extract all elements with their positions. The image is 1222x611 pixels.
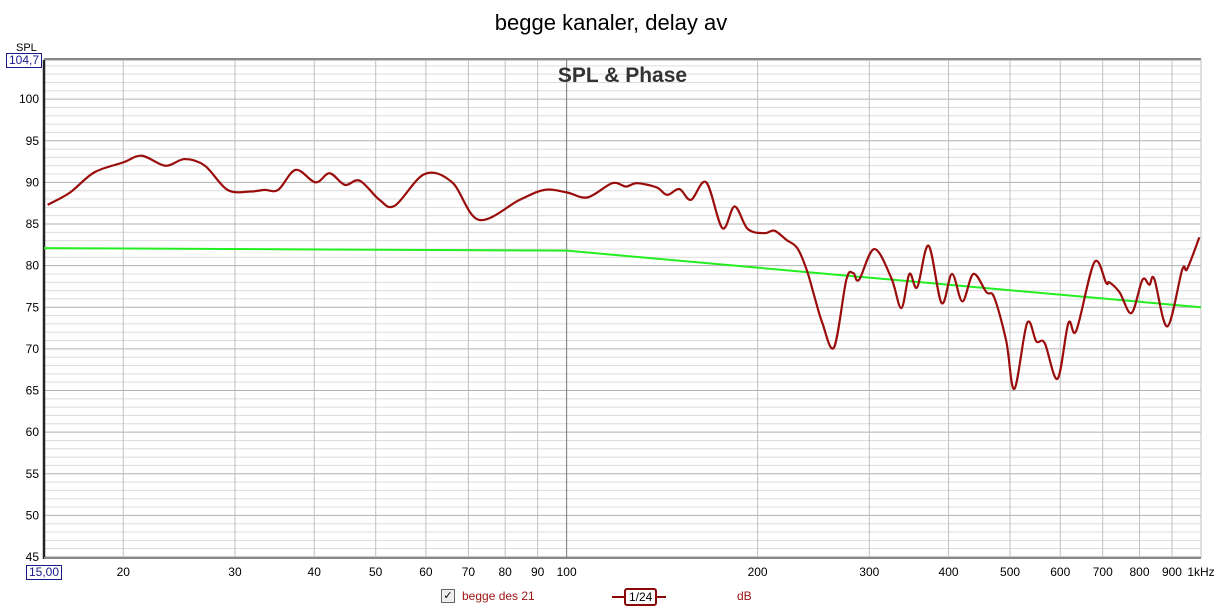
legend-series-label: begge des 21	[462, 589, 535, 603]
chart-title: begge kanaler, delay av	[494, 10, 728, 35]
x-tick-label: 70	[462, 565, 476, 579]
y-tick-label: 100	[19, 92, 39, 106]
x-tick-label: 40	[308, 565, 322, 579]
spl-trace	[47, 154, 1201, 390]
y-tick-label: 70	[26, 342, 40, 356]
y-tick-label: 90	[26, 175, 40, 189]
smoothing-button[interactable]: 1/24	[624, 588, 658, 606]
x-tick-label: 90	[531, 565, 545, 579]
legend-unit: dB	[737, 589, 752, 603]
x-tick-label: 300	[859, 565, 879, 579]
y-tick-label: 50	[26, 508, 40, 522]
x-tick-label: 60	[419, 565, 433, 579]
x-tick-label: 900	[1162, 565, 1182, 579]
x-tick-label: 20	[117, 565, 131, 579]
y-tick-label: 65	[26, 384, 40, 398]
x-tick-label: 100	[557, 565, 577, 579]
y-tick-label: 55	[26, 467, 40, 481]
x-tick-label: 800	[1130, 565, 1150, 579]
phase-trace	[43, 247, 1202, 309]
x-tick-label: 1kHz	[1187, 565, 1214, 579]
x-left-readout[interactable]: 15,00	[26, 565, 63, 580]
y-tick-label: 80	[26, 259, 40, 273]
x-tick-label: 600	[1050, 565, 1070, 579]
x-tick-label: 500	[1000, 565, 1020, 579]
y-tick-label: 60	[26, 425, 40, 439]
x-tick-label: 50	[369, 565, 383, 579]
x-tick-label: 700	[1093, 565, 1113, 579]
x-tick-label: 200	[748, 565, 768, 579]
graph-title: SPL & Phase	[557, 64, 688, 87]
series-checkbox[interactable]: ✓	[441, 589, 455, 603]
x-tick-label: 80	[498, 565, 512, 579]
y-tick-label: 85	[26, 217, 40, 231]
y-axis-label: SPL	[16, 42, 37, 54]
x-tick-label: 400	[939, 565, 959, 579]
x-tick-label: 30	[228, 565, 242, 579]
y-tick-label: 95	[26, 134, 40, 148]
y-tick-label: 75	[26, 300, 40, 314]
y-top-readout[interactable]: 104,7	[6, 53, 43, 68]
y-tick-label: 45	[26, 550, 40, 564]
